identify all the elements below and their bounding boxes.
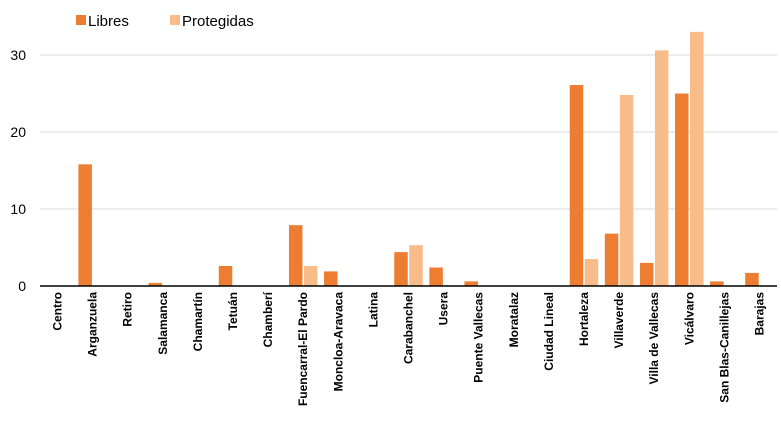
legend-swatch-protegidas	[170, 15, 180, 25]
legend: Libres Protegidas	[76, 13, 254, 30]
bar-libres-16	[604, 233, 619, 286]
category-label: Barajas	[752, 292, 766, 336]
y-tick-label: 30	[10, 47, 26, 63]
bars	[78, 31, 759, 287]
y-tick-label: 20	[10, 124, 26, 140]
y-axis: 0 10 20 30	[10, 47, 26, 294]
bar-protegidas-15	[584, 259, 599, 286]
x-axis-labels: Centro Arganzuela Retiro Salamanca Chamartín…	[51, 291, 767, 406]
bar-libres-17	[639, 262, 654, 286]
bar-libres-7	[288, 225, 303, 286]
category-label: Salamanca	[156, 292, 170, 355]
category-label: Villa de Vallecas	[647, 292, 661, 385]
category-label: Villaverde	[612, 292, 626, 349]
category-label: Ciudad Lineal	[542, 292, 556, 371]
category-label: Puente Vallecas	[472, 292, 486, 383]
bar-libres-1	[78, 164, 92, 286]
bar-protegidas-18	[690, 31, 704, 287]
category-label: Moratalaz	[507, 292, 521, 347]
category-label: Moncloa-Aravaca	[331, 292, 345, 392]
bar-libres-11	[429, 267, 443, 286]
category-label: Tetuán	[226, 292, 240, 330]
bar-libres-19	[710, 281, 724, 286]
bar-libres-15	[569, 85, 584, 286]
category-label: Chamartín	[191, 292, 205, 351]
category-label: San Blas-Canillejas	[717, 292, 731, 403]
legend-label-libres: Libres	[88, 13, 129, 30]
bar-libres-8	[324, 271, 338, 286]
gridlines	[40, 54, 777, 210]
category-label: Centro	[51, 292, 65, 331]
bar-libres-10	[394, 252, 408, 286]
category-label: Hortaleza	[577, 292, 591, 346]
y-tick-label: 10	[10, 201, 26, 217]
category-label: Usera	[437, 292, 451, 326]
bar-libres-3	[148, 282, 163, 286]
category-label: Latina	[366, 292, 380, 328]
category-label: Fuencarral-El Pardo	[296, 292, 310, 406]
bar-libres-12	[464, 281, 478, 286]
bar-libres-5	[218, 265, 233, 286]
bar-protegidas-7	[303, 265, 318, 286]
bar-protegidas-16	[619, 95, 634, 286]
category-label: Arganzuela	[86, 292, 100, 357]
category-label: Retiro	[121, 292, 135, 327]
legend-swatch-libres	[76, 15, 86, 25]
legend-label-protegidas: Protegidas	[182, 13, 254, 30]
category-label: Chamberí	[261, 291, 275, 347]
category-label: Carabanchel	[402, 292, 416, 364]
bar-libres-20	[745, 272, 759, 286]
bar-protegidas-10	[409, 245, 423, 286]
bar-libres-18	[675, 93, 689, 286]
category-label: Vicálvaro	[682, 292, 696, 345]
bar-protegidas-17	[654, 50, 669, 286]
y-tick-label: 0	[18, 278, 26, 294]
